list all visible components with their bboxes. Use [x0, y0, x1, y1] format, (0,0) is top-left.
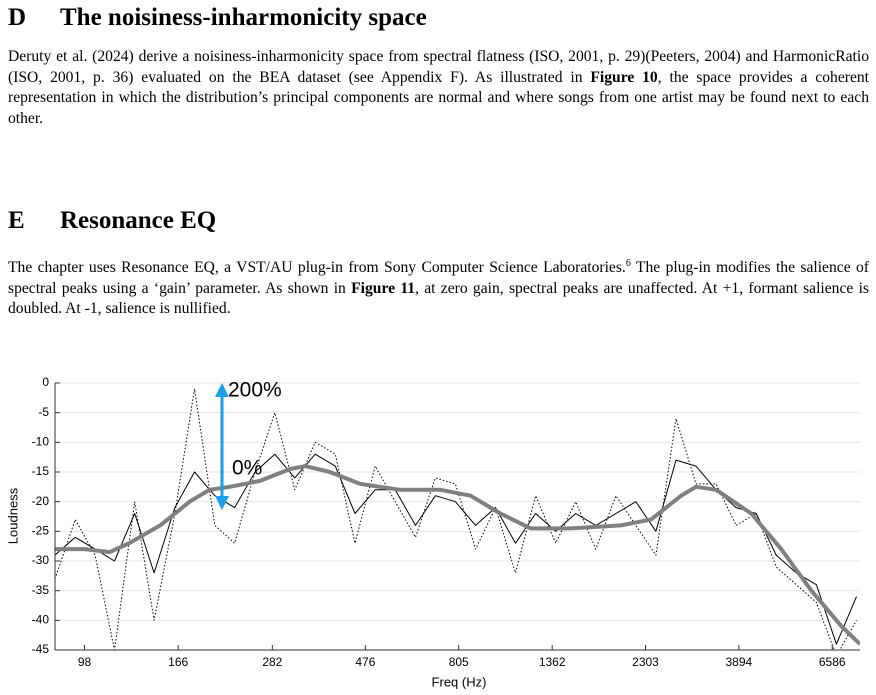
paragraph: The chapter uses Resonance EQ, a VST/AU …	[8, 258, 869, 320]
section-title: Resonance EQ	[60, 207, 217, 234]
series-line	[55, 453, 857, 645]
y-tick-label: -5	[38, 405, 49, 419]
text: The chapter uses Resonance EQ, a VST/AU …	[8, 259, 626, 276]
section-heading: E Resonance EQ	[8, 207, 216, 235]
x-tick-label: 6586	[819, 655, 846, 669]
y-tick-label: -15	[32, 464, 50, 478]
series-line	[55, 388, 857, 650]
y-tick-label: -25	[32, 524, 50, 538]
text: Deruty et al. (2024) derive a noisiness-…	[8, 48, 869, 86]
x-axis-label: Freq (Hz)	[432, 674, 487, 689]
annotation: 0%	[232, 457, 262, 480]
section-label: D	[8, 4, 27, 31]
y-tick-label: 0	[42, 375, 49, 389]
x-tick-label: 98	[78, 655, 92, 669]
text: , at zero gain, spectral peaks are unaff…	[8, 279, 869, 318]
section-label: E	[8, 207, 25, 234]
text: , the space provides a coherent represen…	[8, 68, 869, 127]
series-line	[55, 464, 860, 646]
footnote-mark: 6	[625, 257, 631, 269]
y-axis-label: Loudness	[5, 487, 20, 544]
y-tick-label: -35	[32, 583, 50, 597]
text: The plug-in modifies the salience of spe…	[8, 259, 869, 297]
x-tick-label: 2303	[632, 655, 659, 669]
y-tick-label: -10	[32, 435, 50, 449]
y-tick-label: -30	[32, 553, 50, 567]
figure-ref: Figure 11	[351, 279, 416, 297]
section-heading: D The noisiness-inharmonicity space	[8, 4, 427, 32]
y-tick-label: -45	[32, 642, 50, 656]
figure-ref: Figure 10	[590, 68, 658, 86]
x-tick-label: 476	[355, 655, 375, 669]
x-tick-label: 1362	[539, 655, 566, 669]
y-tick-label: -40	[32, 613, 50, 627]
x-tick-label: 3894	[725, 655, 752, 669]
chart: Freq (Hz) Loudness 200% 0% 0 -5 -10 -15 -20 -…	[5, 375, 860, 689]
arrow-head	[215, 383, 229, 397]
x-tick-label: 282	[262, 655, 282, 669]
arrow-head	[215, 496, 229, 510]
x-tick-label: 805	[449, 655, 469, 669]
y-tick-label: -20	[32, 494, 50, 508]
x-tick-label: 166	[168, 655, 188, 669]
annotation: 200%	[228, 379, 282, 402]
section-title: The noisiness-inharmonicity space	[60, 4, 427, 31]
paragraph: Deruty et al. (2024) derive a noisiness-…	[8, 47, 869, 129]
